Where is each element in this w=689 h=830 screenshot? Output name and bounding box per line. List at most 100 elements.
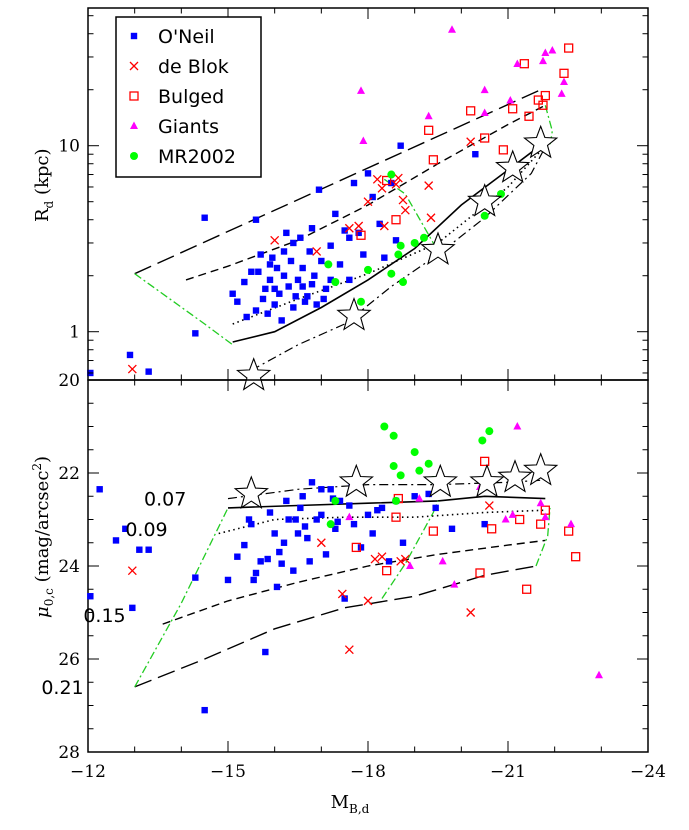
legend-label: O'Neil — [158, 26, 215, 48]
panel-radius: 1 10 Rd (kpc) O'Neil de Blok Bulged Giants MR… — [32, 7, 649, 391]
top-point-o-neil — [341, 227, 348, 234]
stars-top — [236, 124, 559, 391]
top-point-de-blok — [379, 221, 389, 231]
bottom-point-de-blok — [363, 596, 373, 606]
top-model-star — [467, 183, 503, 217]
bottom-point-bulged — [515, 514, 525, 525]
top-point-mr2002 — [324, 260, 333, 269]
legend-label: de Blok — [158, 56, 229, 78]
top-point-mr2002 — [410, 238, 419, 247]
top-point-giants — [557, 89, 566, 97]
bottom-point-o-neil — [122, 525, 129, 532]
bottom-point-o-neil — [278, 560, 285, 567]
top-point-mr2002 — [420, 233, 428, 242]
top-point-o-neil — [308, 281, 316, 288]
bottom-model-line-6 — [381, 500, 439, 599]
top-point-o-neil — [241, 278, 248, 286]
top-point-o-neil — [243, 313, 250, 321]
line-annotation: 0.15 — [83, 605, 125, 627]
top-model-line-4 — [251, 137, 551, 371]
bottom-point-o-neil — [262, 648, 269, 656]
top-point-o-neil — [315, 186, 323, 193]
bottom-point-o-neil — [292, 516, 299, 523]
bottom-y-tick-label: 26 — [58, 650, 80, 670]
bottom-point-o-neil — [201, 706, 208, 714]
top-model-line-5 — [134, 273, 234, 346]
bottom-model-line-1 — [162, 539, 546, 625]
bottom-point-de-blok — [370, 554, 380, 564]
top-model-star — [495, 149, 531, 183]
top-point-giants — [560, 77, 568, 86]
bottom-point-de-blok — [344, 645, 354, 655]
legend-label: Bulged — [158, 86, 224, 108]
bottom-model-line-4 — [227, 479, 546, 500]
top-point-o-neil — [306, 248, 313, 255]
top-point-o-neil — [332, 210, 339, 218]
top-point-o-neil — [308, 225, 316, 232]
bottom-point-bulged — [351, 542, 361, 553]
top-point-de-blok — [377, 183, 387, 193]
bottom-point-o-neil — [129, 604, 136, 612]
bottom-point-mr2002 — [392, 496, 400, 505]
legend-marker-o-neil — [130, 32, 138, 40]
bottom-model-line-0 — [134, 565, 537, 688]
top-point-o-neil — [397, 142, 404, 149]
top-point-mr2002 — [357, 297, 365, 306]
bottom-point-o-neil — [285, 516, 292, 523]
top-model-line-1 — [185, 104, 546, 281]
bottom-point-de-blok — [466, 608, 476, 617]
top-point-o-neil — [283, 229, 290, 237]
legend-marker-de-blok — [129, 61, 139, 71]
bottom-model-star — [338, 463, 374, 498]
top-point-bulged — [466, 106, 476, 116]
legend-entry-de-blok: de Blok — [129, 56, 229, 78]
bottom-point-o-neil — [112, 537, 120, 544]
bottom-point-o-neil — [136, 546, 143, 553]
top-point-o-neil — [376, 220, 383, 228]
bottom-point-o-neil — [294, 530, 302, 537]
bottom-point-o-neil — [385, 558, 393, 565]
top-point-de-blok — [354, 221, 364, 231]
top-point-o-neil — [472, 151, 479, 158]
bottom-point-de-blok — [127, 566, 137, 576]
bottom-point-o-neil — [346, 502, 353, 509]
top-point-o-neil — [301, 298, 309, 305]
points-top — [87, 25, 574, 377]
bottom-point-o-neil — [306, 558, 313, 565]
bottom-point-o-neil — [318, 511, 325, 519]
top-point-o-neil — [269, 254, 276, 261]
top-point-mr2002 — [480, 211, 489, 220]
top-point-de-blok — [424, 181, 434, 191]
top-point-bulged — [519, 59, 529, 69]
bottom-point-mr2002 — [485, 427, 494, 436]
bottom-point-giants — [536, 498, 545, 507]
bottom-point-giants — [595, 670, 603, 679]
bottom-point-mr2002 — [389, 462, 398, 471]
bottom-point-o-neil — [280, 539, 288, 546]
top-point-o-neil — [304, 293, 311, 300]
bottom-point-o-neil — [481, 520, 488, 528]
bottom-point-o-neil — [332, 525, 339, 532]
top-point-o-neil — [266, 276, 274, 284]
top-point-o-neil — [252, 216, 260, 223]
x-tick-labels: −12 −15 −18 −21 −24 — [70, 762, 666, 782]
top-point-o-neil — [311, 272, 318, 279]
top-point-o-neil — [355, 229, 362, 237]
bottom-point-o-neil — [273, 583, 281, 591]
bottom-point-mr2002 — [424, 459, 433, 468]
top-point-o-neil — [248, 268, 255, 275]
top-point-bulged — [428, 155, 438, 165]
top-point-o-neil — [327, 242, 334, 249]
bottom-point-de-blok — [484, 501, 494, 511]
top-point-giants — [480, 85, 489, 94]
bottom-point-o-neil — [271, 530, 278, 537]
bottom-point-o-neil — [350, 520, 358, 528]
bottom-point-mr2002 — [478, 436, 487, 445]
top-point-o-neil — [271, 285, 278, 293]
top-point-o-neil — [192, 330, 199, 337]
top-point-o-neil — [322, 285, 330, 293]
top-point-bulged — [540, 90, 550, 101]
line-annotation: 0.21 — [41, 677, 83, 699]
x-tick-label: −18 — [350, 762, 386, 782]
